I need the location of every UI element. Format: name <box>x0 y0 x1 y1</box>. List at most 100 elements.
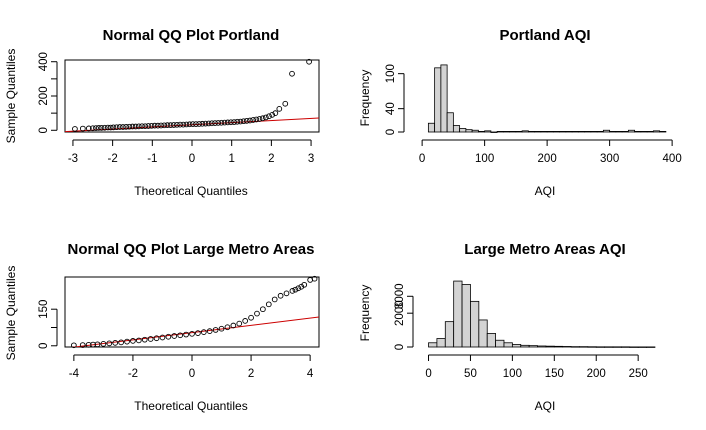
qq-portland-point <box>306 58 312 65</box>
qq-metro-plot-box <box>64 276 320 348</box>
qq-portland-point <box>237 118 244 125</box>
qq-portland-point <box>180 121 187 128</box>
hist-metro-xtick-label: 0 <box>425 368 431 380</box>
qq-portland-point <box>110 124 117 131</box>
hist-portland-bar <box>509 131 517 133</box>
qq-portland-point <box>132 123 139 130</box>
qq-metro-point <box>311 275 318 282</box>
hist-metro-bar <box>612 346 622 348</box>
qq-metro-point <box>165 333 172 340</box>
hist-metro-bar <box>503 342 513 348</box>
qq-portland-ytick-label: 400 <box>38 52 50 71</box>
hist-metro-bar <box>553 345 564 348</box>
hist-portland-bar <box>490 131 498 133</box>
hist-portland-bar <box>596 131 604 133</box>
qq-portland-point <box>113 124 120 131</box>
qq-metro-point <box>177 332 184 339</box>
qq-metro-marks: 0 150 -4 -2 0 2 4 <box>38 275 319 380</box>
qq-metro-point <box>79 342 86 348</box>
hist-portland-bar <box>577 131 586 133</box>
hist-portland-ytick-label: 100 <box>385 64 397 83</box>
qq-portland-point <box>129 123 136 130</box>
hist-metro-bar <box>436 338 446 348</box>
qq-portland-point <box>123 124 129 130</box>
qq-portland-point <box>243 118 250 124</box>
hist-metro-xlabel: AQI <box>535 399 556 413</box>
qq-portland-point <box>289 70 295 77</box>
qq-portland-point <box>228 119 234 126</box>
hist-portland-title: Portland AQI <box>499 27 590 44</box>
qq-metro-xtick-label: 4 <box>307 368 314 380</box>
hist-portland-bar <box>546 131 554 133</box>
qq-metro-title: Normal QQ Plot Large Metro Areas <box>67 241 314 258</box>
hist-portland-bar <box>534 131 542 133</box>
qq-portland-point <box>167 122 174 128</box>
qq-portland-point <box>158 122 164 129</box>
qq-metro-point <box>200 329 207 335</box>
qq-metro-point <box>265 301 272 308</box>
qq-portland-ytick-label: 0 <box>38 127 50 133</box>
hist-portland-bar <box>652 130 661 133</box>
hist-metro-bar <box>637 346 647 348</box>
qq-portland-point <box>259 115 266 122</box>
qq-portland-xtick-label: -1 <box>147 153 157 165</box>
qq-metro-point <box>94 341 101 348</box>
hist-metro-bar <box>511 344 522 348</box>
qq-metro-reference-line <box>70 316 319 347</box>
hist-metro-panel: Large Metro Areas AQI AQI Frequency 0 200… <box>358 241 656 413</box>
hist-portland-bar <box>590 131 598 133</box>
hist-portland-bar <box>659 131 667 133</box>
qq-portland-point <box>98 125 105 131</box>
qq-metro-point <box>106 340 113 347</box>
qq-portland-xlabel: Theoretical Quantiles <box>134 184 247 198</box>
qq-portland-marks: 0 200 400 -3 -2 -1 0 1 2 3 <box>38 52 319 165</box>
hist-portland-bar <box>634 131 642 133</box>
qq-metro-point <box>147 336 154 342</box>
qq-portland-point <box>85 125 92 132</box>
hist-metro-bar <box>537 345 547 348</box>
qq-portland-point <box>231 119 237 125</box>
hist-metro-bar <box>470 300 480 348</box>
hist-metro-bar <box>570 346 580 348</box>
qq-portland-ytick-label: 200 <box>38 86 50 105</box>
hist-portland-bar <box>477 131 486 133</box>
qq-portland-point <box>148 122 155 129</box>
qq-portland-point <box>221 119 228 126</box>
hist-portland-bar <box>646 131 654 133</box>
hist-metro-ytick-label: 3000 <box>394 283 406 309</box>
hist-portland-bar <box>609 131 617 133</box>
qq-metro-point <box>277 292 284 299</box>
hist-metro-bar <box>562 346 572 348</box>
qq-metro-ylabel: Sample Quantiles <box>4 266 18 361</box>
qq-metro-point <box>289 288 296 294</box>
qq-metro-point <box>260 306 266 313</box>
qq-portland-point <box>266 113 272 120</box>
qq-metro-point <box>206 328 213 334</box>
hist-portland-bar <box>559 131 567 133</box>
qq-portland-point <box>205 120 212 127</box>
hist-metro-title: Large Metro Areas AQI <box>464 241 625 258</box>
hist-portland-bar <box>440 64 448 133</box>
qq-metro-point <box>195 330 201 336</box>
hist-portland-bar <box>434 67 442 133</box>
hist-metro-bar <box>579 346 589 348</box>
qq-portland-xtick-label: 1 <box>228 153 234 165</box>
hist-metro-ytick-label: 0 <box>394 344 406 350</box>
qq-metro-point <box>230 322 237 329</box>
hist-portland-bar <box>515 131 523 133</box>
hist-metro-bar <box>495 339 505 348</box>
hist-portland-bar <box>459 128 467 133</box>
qq-portland-point <box>174 121 180 128</box>
hist-metro-xtick-label: 150 <box>545 368 564 380</box>
qq-portland-xtick-label: 0 <box>189 153 195 165</box>
hist-metro-bar <box>620 346 631 348</box>
hist-metro-bar <box>629 346 639 348</box>
qq-portland-point <box>199 120 206 127</box>
hist-metro-ylabel: Frequency <box>358 285 372 342</box>
hist-metro-bar <box>646 346 656 348</box>
hist-portland-bar <box>427 122 436 133</box>
hist-metro-bar <box>453 280 463 348</box>
hist-portland-bar <box>471 129 479 133</box>
